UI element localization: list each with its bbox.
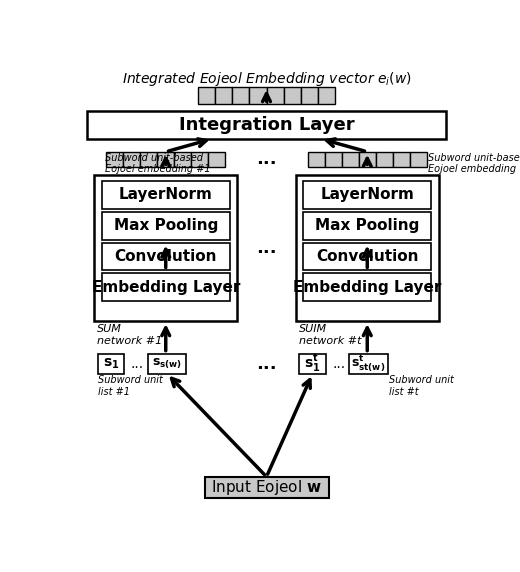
Bar (204, 476, 329, 498)
Bar (106, 152, 123, 167)
Bar (283, 87, 301, 104)
Bar (94, 175, 238, 321)
Bar (376, 152, 393, 167)
Text: Max Pooling: Max Pooling (315, 219, 420, 233)
Bar (215, 87, 232, 104)
Text: Embedding Layer: Embedding Layer (293, 280, 441, 295)
Text: ...: ... (256, 355, 277, 372)
Bar (267, 87, 283, 104)
Text: ...: ... (131, 356, 144, 371)
Text: Integration Layer: Integration Layer (179, 116, 354, 134)
Bar (324, 152, 342, 167)
Bar (393, 152, 410, 167)
Text: SUM
network #1: SUM network #1 (97, 324, 162, 346)
Text: $\mathbf{s^t_1}$: $\mathbf{s^t_1}$ (304, 353, 321, 374)
Bar (140, 152, 157, 167)
Text: LayerNorm: LayerNorm (320, 188, 414, 202)
Bar (303, 212, 431, 240)
Bar (318, 87, 335, 104)
Text: Convolution: Convolution (114, 249, 217, 264)
Bar (102, 273, 230, 301)
Text: Subword unit
list #1: Subword unit list #1 (98, 375, 163, 397)
Text: $\mathbf{s_1}$: $\mathbf{s_1}$ (103, 356, 120, 371)
Text: Input Eojeol $\mathbf{w}$: Input Eojeol $\mathbf{w}$ (211, 478, 322, 497)
Bar (191, 152, 209, 167)
Text: Subword unit
list #t: Subword unit list #t (389, 375, 454, 397)
Bar (174, 152, 191, 167)
Text: SUIM
network #t: SUIM network #t (298, 324, 361, 346)
Text: ...: ... (256, 239, 277, 257)
Bar (250, 87, 267, 104)
Bar (349, 353, 388, 374)
Bar (303, 181, 431, 209)
Text: $\it{Integrated\ Eojeol\ Embedding\ vector}$ $\it{e}_\mathit{i}\mathit{(w)}$: $\it{Integrated\ Eojeol\ Embedding\ vect… (122, 70, 411, 89)
Bar (102, 212, 230, 240)
Text: $\mathbf{s^t_{st(w)}}$: $\mathbf{s^t_{st(w)}}$ (352, 353, 385, 374)
Text: Max Pooling: Max Pooling (113, 219, 218, 233)
Bar (303, 273, 431, 301)
Bar (157, 152, 174, 167)
Bar (342, 152, 359, 167)
Text: ...: ... (256, 150, 277, 169)
Bar (87, 111, 446, 138)
Bar (295, 175, 439, 321)
Text: LayerNorm: LayerNorm (119, 188, 213, 202)
Bar (301, 87, 318, 104)
Bar (102, 181, 230, 209)
Bar (102, 243, 230, 271)
Text: Embedding Layer: Embedding Layer (92, 280, 240, 295)
Bar (303, 243, 431, 271)
Bar (410, 152, 427, 167)
Text: Convolution: Convolution (316, 249, 419, 264)
Bar (123, 152, 140, 167)
Bar (232, 87, 250, 104)
Text: Subword unit-based
Eojoel embedding #1: Subword unit-based Eojoel embedding #1 (105, 153, 210, 174)
Bar (209, 152, 226, 167)
Text: $\mathbf{s_{s(w)}}$: $\mathbf{s_{s(w)}}$ (152, 356, 182, 371)
Bar (359, 152, 376, 167)
Bar (198, 87, 215, 104)
Text: Subword unit-based
Eojoel embedding #t: Subword unit-based Eojoel embedding #t (428, 153, 520, 174)
Bar (98, 353, 124, 374)
Bar (300, 353, 326, 374)
Text: ...: ... (332, 356, 345, 371)
Bar (148, 353, 186, 374)
Bar (307, 152, 324, 167)
